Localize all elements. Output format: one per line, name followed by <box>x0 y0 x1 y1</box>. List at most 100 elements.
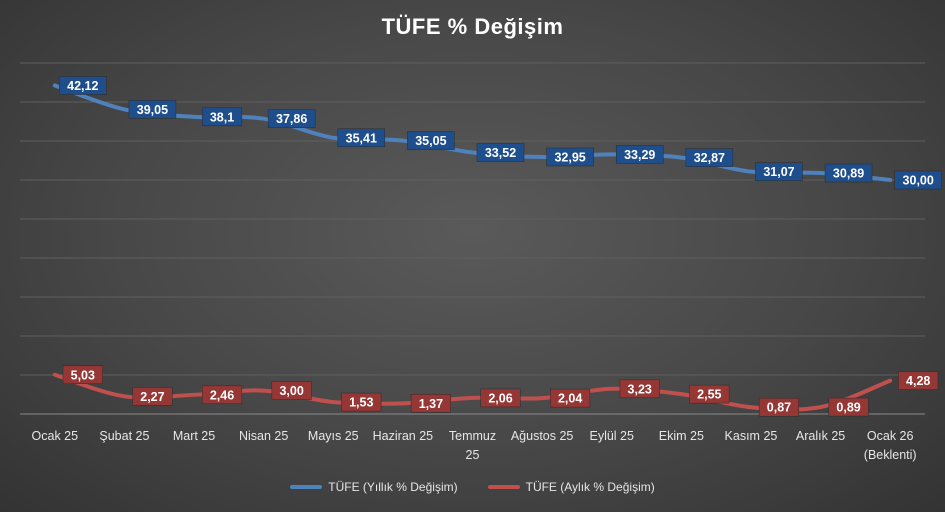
data-label-box <box>758 397 800 417</box>
data-label: 5,03 <box>62 365 103 385</box>
x-tick-label: Kasım 25 <box>725 429 778 443</box>
data-label-box <box>685 148 734 167</box>
data-label-text: 38,1 <box>210 110 234 124</box>
data-label-text: 2,06 <box>488 391 512 405</box>
data-label-text: 3,23 <box>628 382 652 396</box>
data-label: 32,87 <box>685 148 734 167</box>
data-label-text: 33,52 <box>485 146 516 160</box>
data-label-text: 5,03 <box>71 368 95 382</box>
data-label: 35,41 <box>337 128 386 148</box>
legend-label-yillik: TÜFE (Yıllık % Değişim) <box>328 480 458 494</box>
series-line-0 <box>52 83 893 182</box>
data-label-text: 31,07 <box>763 165 794 179</box>
data-label-box <box>480 388 521 408</box>
data-label: 2,04 <box>550 388 591 408</box>
data-label-text: 3,00 <box>279 384 303 398</box>
data-label-box <box>894 170 942 190</box>
data-label-text: 35,41 <box>346 131 377 145</box>
legend-swatch-aylik <box>487 485 520 489</box>
data-label-box <box>898 371 939 390</box>
legend-swatch-yillik <box>290 485 323 489</box>
data-label-box <box>132 387 173 406</box>
data-label-text: 37,86 <box>276 112 307 126</box>
data-label: 33,29 <box>615 145 664 164</box>
data-label-box <box>824 163 873 183</box>
data-label-box <box>271 381 312 400</box>
x-tick-label: Şubat 25 <box>99 429 149 443</box>
data-label-text: 0,87 <box>767 401 791 415</box>
legend: TÜFE (Yıllık % Değişim) TÜFE (Aylık % De… <box>0 480 945 494</box>
legend-item-yillik: TÜFE (Yıllık % Değişim) <box>290 480 458 494</box>
data-label: 0,89 <box>828 397 869 417</box>
data-label: 38,1 <box>201 107 243 127</box>
data-label-box <box>62 365 103 385</box>
chart-title: TÜFE % Değişim <box>381 14 564 39</box>
data-label-box <box>407 131 455 150</box>
data-label-text: 32,87 <box>694 151 725 165</box>
data-label: 32,95 <box>546 147 594 167</box>
data-label: 2,46 <box>201 385 243 405</box>
x-tick-label: Ocak 25 <box>32 429 79 443</box>
data-label: 37,86 <box>267 109 316 128</box>
data-label-text: 42,12 <box>67 79 98 93</box>
data-label-text: 2,46 <box>210 388 234 402</box>
data-label-box <box>59 76 107 95</box>
series-line-1 <box>52 372 893 412</box>
data-label-box <box>476 143 525 162</box>
data-label: 39,05 <box>128 100 177 119</box>
data-label-text: 0,89 <box>836 401 860 415</box>
data-label-text: 2,55 <box>697 388 721 402</box>
data-label: 1,53 <box>341 392 382 412</box>
data-label-text: 35,05 <box>415 134 446 148</box>
data-label-box <box>619 379 660 399</box>
data-label-box <box>341 392 382 412</box>
data-label: 31,07 <box>755 162 803 181</box>
data-label-text: 1,37 <box>419 397 443 411</box>
data-label-box <box>550 388 591 408</box>
x-tick-label: Aralık 25 <box>796 429 845 443</box>
x-tick-label: (Beklenti) <box>864 448 917 462</box>
data-label-box <box>201 385 243 405</box>
legend-item-aylik: TÜFE (Aylık % Değişim) <box>487 480 655 494</box>
data-label-text: 32,95 <box>554 150 585 164</box>
data-label-box <box>201 107 243 127</box>
x-tick-label: Mayıs 25 <box>308 429 359 443</box>
data-label-box <box>755 162 803 181</box>
data-label: 4,28 <box>898 371 939 390</box>
data-label-box <box>410 394 451 413</box>
x-tick-label: Ocak 26 <box>867 429 914 443</box>
data-label-text: 2,27 <box>140 390 164 404</box>
data-label: 30,00 <box>894 170 942 190</box>
data-label: 3,23 <box>619 379 660 399</box>
data-label: 35,05 <box>407 131 455 150</box>
data-label: 42,12 <box>59 76 107 95</box>
legend-label-aylik: TÜFE (Aylık % Değişim) <box>525 480 655 494</box>
data-label-box <box>546 147 594 167</box>
data-label: 0,87 <box>758 397 800 417</box>
x-tick-label: Eylül 25 <box>589 429 634 443</box>
data-label-box <box>689 384 730 404</box>
data-label: 2,27 <box>132 387 173 406</box>
data-label-text: 1,53 <box>349 396 373 410</box>
x-tick-label: Ağustos 25 <box>511 429 574 443</box>
x-tick-label: Mart 25 <box>173 429 215 443</box>
data-label: 2,55 <box>689 384 730 404</box>
x-tick-label: Ekim 25 <box>659 429 704 443</box>
x-tick-label: Nisan 25 <box>239 429 288 443</box>
data-label-text: 4,28 <box>906 374 930 388</box>
data-label: 3,00 <box>271 381 312 400</box>
data-label-text: 30,00 <box>903 174 934 188</box>
data-label-box <box>128 100 177 119</box>
data-label-box <box>337 128 386 148</box>
data-label-text: 2,04 <box>558 392 582 406</box>
data-label: 30,89 <box>824 163 873 183</box>
data-label: 2,06 <box>480 388 521 408</box>
data-label-text: 33,29 <box>624 148 655 162</box>
data-label-box <box>828 397 869 417</box>
x-tick-label: 25 <box>466 448 480 462</box>
data-label: 33,52 <box>476 143 525 162</box>
data-label-box <box>615 145 664 164</box>
data-label-box <box>267 109 316 128</box>
